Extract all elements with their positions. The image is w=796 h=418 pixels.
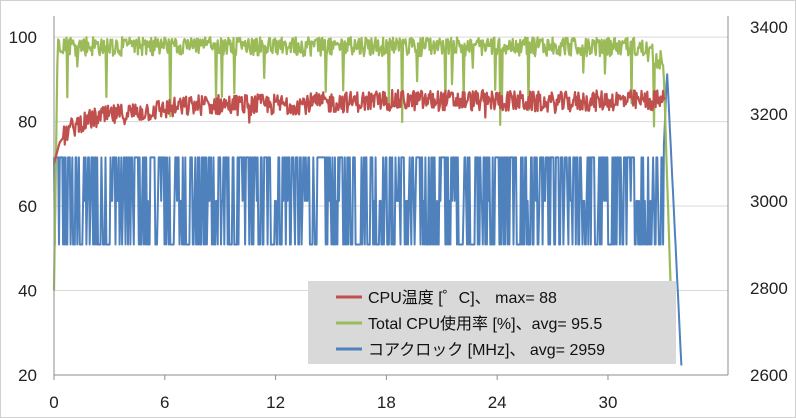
legend: CPU温度 [゜C]、 max= 88 Total CPU使用率 [%]、avg…	[308, 281, 676, 364]
x-tick-label: 24	[488, 393, 507, 412]
y-right-tick-label: 2800	[750, 279, 788, 298]
y-right-tick-label: 2600	[750, 366, 788, 385]
y-left-tick-label: 80	[18, 113, 37, 132]
x-tick-label: 6	[160, 393, 169, 412]
series-line-cpu-usage	[52, 36, 674, 359]
y-left-tick-label: 20	[18, 366, 37, 385]
legend-background	[308, 281, 676, 364]
series-line-cpu-temp	[52, 88, 666, 165]
y-left-tick-label: 60	[18, 197, 37, 216]
x-tick-label: 12	[266, 393, 285, 412]
x-tick-label: 18	[377, 393, 396, 412]
series-layer	[52, 36, 683, 366]
x-tick-label: 0	[49, 393, 58, 412]
y-left-tick-label: 100	[9, 28, 37, 47]
x-axis-ticks: 0 6 12 18 24 30	[49, 375, 617, 412]
legend-label-cpu-usage: Total CPU使用率 [%]、avg= 95.5	[368, 315, 602, 333]
series-line-core-clock	[53, 73, 683, 366]
right-axis-ticks: 2600 2800 3000 3200 3400	[750, 18, 788, 385]
y-left-tick-label: 40	[18, 282, 37, 301]
y-right-tick-label: 3400	[750, 18, 788, 37]
x-tick-label: 30	[599, 393, 618, 412]
y-right-tick-label: 3200	[750, 105, 788, 124]
left-axis-ticks: 20 40 60 80 100	[9, 28, 37, 385]
legend-label-cpu-temp: CPU温度 [゜C]、 max= 88	[368, 289, 557, 307]
legend-label-core-clock: コアクロック [MHz]、 avg= 2959	[368, 341, 605, 359]
y-right-tick-label: 3000	[750, 192, 788, 211]
axes	[53, 16, 729, 376]
